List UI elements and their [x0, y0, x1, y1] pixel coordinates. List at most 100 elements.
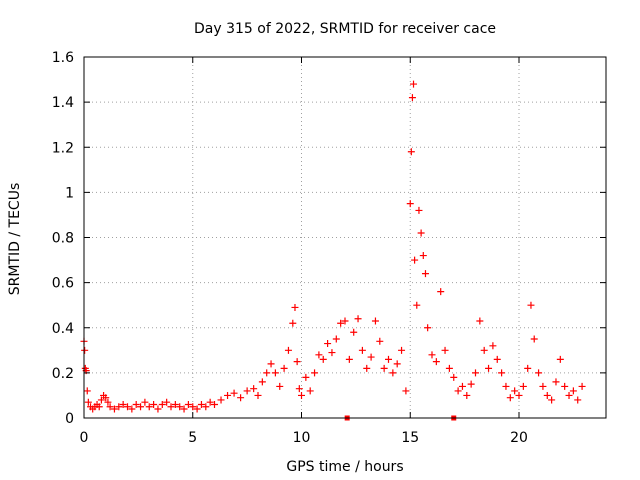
data-point	[415, 206, 423, 214]
data-point	[407, 148, 415, 156]
data-point	[341, 317, 349, 325]
data-point	[293, 358, 301, 366]
data-point	[552, 378, 560, 386]
data-point	[150, 400, 158, 408]
data-point	[527, 301, 535, 309]
data-point	[406, 200, 414, 208]
data-point	[154, 405, 162, 413]
data-point	[254, 391, 262, 399]
data-point	[458, 382, 466, 390]
data-point	[524, 364, 532, 372]
data-point	[163, 398, 171, 406]
data-point	[284, 346, 292, 354]
data-point	[311, 369, 319, 377]
data-point	[472, 369, 479, 377]
data-point	[337, 319, 345, 327]
data-point	[463, 391, 471, 399]
data-point	[102, 394, 110, 402]
data-point	[548, 396, 556, 404]
data-point	[539, 382, 547, 390]
data-point	[106, 403, 114, 411]
data-point	[363, 364, 371, 372]
data-point	[81, 346, 89, 354]
x-tick-label: 10	[293, 430, 311, 446]
data-point	[97, 396, 105, 404]
x-axis-label: GPS time / hours	[286, 459, 403, 475]
data-point	[276, 382, 284, 390]
data-point	[574, 396, 582, 404]
data-point	[376, 337, 384, 345]
data-point	[419, 252, 427, 260]
data-point	[141, 398, 149, 406]
data-point	[124, 403, 131, 411]
data-point	[202, 403, 210, 411]
data-point	[454, 387, 462, 395]
data-point	[217, 396, 225, 404]
data-point	[184, 400, 192, 408]
data-point	[530, 335, 538, 343]
data-point	[350, 328, 358, 336]
data-point	[480, 346, 488, 354]
axis-ticks: 0 5 10 15 20 0 0.2 0.4 0.6 0.8 1 1.2 1.4 1.6	[52, 50, 606, 446]
data-point	[561, 382, 569, 390]
data-point	[543, 391, 551, 399]
data-point	[176, 403, 184, 411]
data-point	[450, 373, 458, 381]
y-axis-label: SRMTID / TECUs	[7, 183, 23, 296]
data-point	[230, 389, 238, 397]
data-point	[119, 400, 127, 408]
data-point	[428, 351, 436, 359]
data-point	[411, 256, 419, 264]
data-point	[280, 364, 288, 372]
data-point	[421, 270, 429, 278]
data-point	[243, 387, 251, 395]
data-point	[367, 353, 375, 361]
data-point	[224, 391, 232, 399]
data-point	[498, 369, 506, 377]
y-tick-label: 0.2	[52, 366, 74, 382]
data-point	[432, 358, 440, 366]
data-point	[476, 317, 484, 325]
x-tick-label: 20	[510, 430, 528, 446]
x-tick-label: 15	[401, 430, 419, 446]
data-point	[193, 405, 201, 413]
data-point	[324, 340, 332, 348]
data-point	[437, 288, 445, 296]
y-tick-label: 0.6	[52, 276, 74, 292]
data-point	[104, 398, 112, 406]
data-point	[306, 387, 314, 395]
data-point	[389, 369, 397, 377]
data-point	[515, 391, 523, 399]
data-point	[171, 400, 179, 408]
data-point	[402, 387, 410, 395]
y-tick-label: 0.4	[52, 321, 74, 337]
data-point	[493, 355, 501, 363]
data-point	[84, 398, 92, 406]
data-point	[441, 346, 449, 354]
data-point	[485, 364, 493, 372]
y-tick-label: 0.8	[52, 231, 74, 247]
data-point	[291, 303, 299, 311]
data-point	[424, 324, 432, 332]
data-point	[197, 400, 205, 408]
data-point	[83, 387, 91, 395]
data-point	[408, 94, 416, 102]
data-point	[319, 355, 327, 363]
x-tick-label: 5	[188, 430, 197, 446]
data-point	[189, 403, 197, 411]
data-point	[565, 391, 573, 399]
data-point	[267, 360, 275, 368]
data-point	[398, 346, 406, 354]
data-point	[250, 385, 258, 393]
data-point	[302, 373, 310, 381]
data-point	[237, 394, 245, 402]
data-point	[110, 405, 118, 413]
data-point	[167, 403, 175, 411]
data-point	[345, 355, 353, 363]
data-point	[332, 335, 340, 343]
data-point	[393, 360, 401, 368]
data-point	[328, 349, 336, 357]
y-tick-label: 1	[65, 185, 74, 201]
y-tick-label: 0	[65, 411, 74, 427]
data-point	[137, 403, 145, 411]
